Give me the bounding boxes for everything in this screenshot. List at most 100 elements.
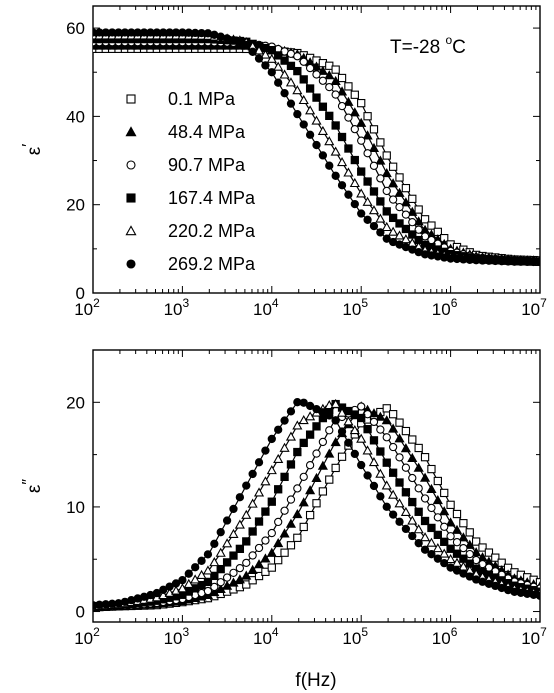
data-point xyxy=(427,221,436,230)
data-point xyxy=(242,481,251,490)
data-point xyxy=(331,171,340,180)
data-point xyxy=(285,518,297,528)
data-point xyxy=(254,517,264,526)
data-point xyxy=(388,226,399,236)
data-point xyxy=(413,462,424,472)
data-point xyxy=(407,452,418,462)
data-point xyxy=(458,532,469,542)
data-point xyxy=(216,528,225,537)
legend-entry: 0.1 MPa xyxy=(168,89,236,109)
data-point xyxy=(395,202,404,212)
series-layer xyxy=(93,398,540,612)
data-point xyxy=(280,548,289,557)
data-point xyxy=(229,568,238,577)
data-point xyxy=(312,404,321,414)
data-point xyxy=(451,524,463,534)
data-point xyxy=(535,578,540,587)
data-point xyxy=(293,66,302,76)
data-point xyxy=(274,517,283,527)
data-point xyxy=(445,553,456,564)
data-point xyxy=(330,75,341,85)
data-point xyxy=(248,47,257,56)
data-point xyxy=(357,98,366,108)
data-point xyxy=(298,497,309,507)
data-point xyxy=(267,434,276,444)
data-point xyxy=(414,539,423,548)
data-point xyxy=(382,433,391,442)
data-point xyxy=(222,558,232,567)
legend-marker xyxy=(126,193,136,203)
legend-entry: 269.2 MPa xyxy=(168,254,256,274)
data-point xyxy=(266,53,277,63)
data-point xyxy=(318,102,328,111)
top-panel-permittivity: 102 103 104 105 106 107 0 20 40 60 ε′ xyxy=(20,5,547,319)
fit-line xyxy=(93,48,540,261)
data-point xyxy=(261,536,270,545)
data-point xyxy=(312,449,321,458)
data-point xyxy=(286,541,296,550)
data-point xyxy=(331,121,340,130)
data-point xyxy=(401,488,411,497)
data-point xyxy=(388,510,398,519)
legend-marker xyxy=(126,94,136,104)
data-point xyxy=(305,510,315,520)
data-point xyxy=(261,61,270,70)
data-point xyxy=(325,411,334,420)
data-point xyxy=(369,436,379,445)
data-point xyxy=(350,449,359,459)
data-point xyxy=(267,497,276,506)
data-point xyxy=(325,82,334,92)
data-point xyxy=(305,401,315,411)
data-point xyxy=(344,438,353,447)
data-point xyxy=(440,558,449,568)
data-point xyxy=(273,538,284,548)
data-point xyxy=(216,564,225,574)
data-point xyxy=(376,447,385,456)
data-point xyxy=(446,544,455,553)
data-point xyxy=(324,136,335,146)
data-point xyxy=(381,480,392,490)
data-point xyxy=(331,90,340,99)
data-point xyxy=(446,532,455,541)
data-point xyxy=(349,424,360,435)
data-point xyxy=(203,577,213,587)
data-point xyxy=(376,174,385,183)
data-point xyxy=(311,115,322,125)
data-point xyxy=(382,502,391,511)
data-point xyxy=(254,543,264,553)
data-point xyxy=(261,507,270,516)
data-point xyxy=(261,567,270,576)
x-tick-label: 107 xyxy=(521,625,547,648)
data-point xyxy=(426,483,437,493)
x-tick-label: 103 xyxy=(164,296,190,319)
data-point xyxy=(357,460,366,470)
data-point xyxy=(253,559,265,569)
y-axis-label: ε′ xyxy=(20,144,45,155)
data-point xyxy=(388,178,399,188)
data-point xyxy=(350,124,359,134)
data-point xyxy=(471,537,481,546)
data-point xyxy=(432,495,443,505)
x-tick-label: 107 xyxy=(521,296,547,319)
data-point xyxy=(242,40,251,50)
data-point xyxy=(267,528,276,538)
data-point xyxy=(344,113,353,122)
data-point xyxy=(305,461,315,470)
data-point xyxy=(401,183,411,193)
data-point xyxy=(426,537,437,547)
series-layer xyxy=(93,28,540,267)
data-point xyxy=(440,488,449,498)
data-point xyxy=(229,551,238,560)
data-point xyxy=(395,517,404,526)
data-point xyxy=(274,425,283,434)
data-point xyxy=(253,487,265,497)
data-point xyxy=(369,161,379,170)
x-tick-label: 103 xyxy=(164,625,190,648)
data-point xyxy=(408,194,417,203)
data-point xyxy=(400,234,411,244)
data-point xyxy=(337,101,347,111)
data-point xyxy=(394,187,405,197)
data-point xyxy=(362,130,373,140)
data-point xyxy=(299,57,308,66)
data-point xyxy=(318,487,328,496)
